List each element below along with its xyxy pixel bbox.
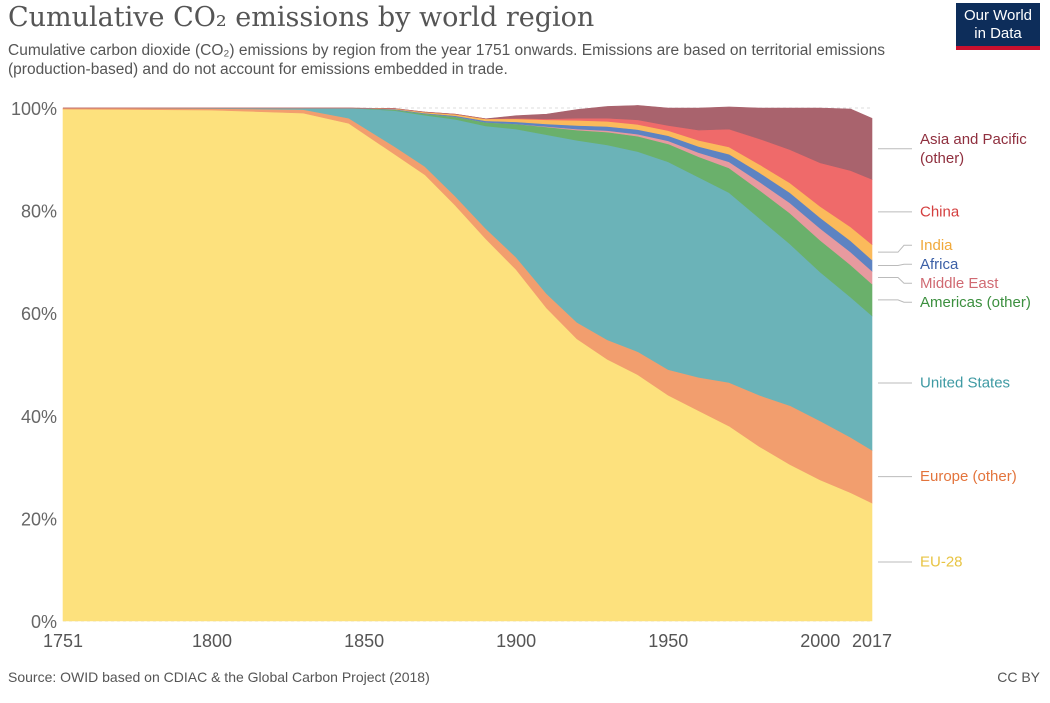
legend-label: United States <box>920 374 1010 391</box>
legend-item-europe-other[interactable]: Europe (other) <box>878 468 1017 485</box>
x-tick-label-1800: 1800 <box>192 631 232 651</box>
x-tick-label-1850: 1850 <box>344 631 384 651</box>
x-tick-label-1950: 1950 <box>648 631 688 651</box>
chart-title: Cumulative CO₂ emissions by world region <box>8 2 595 33</box>
legend-item-eu-28[interactable]: EU-28 <box>878 554 963 571</box>
legend-item-united-states[interactable]: United States <box>878 374 1010 391</box>
logo-line-1: Our World <box>963 7 1033 24</box>
legend: Asia and Pacific (other) China India Africa M… <box>878 131 1031 571</box>
license-link[interactable]: CC BY <box>997 669 1040 685</box>
legend-item-middle-east[interactable]: Middle East <box>878 275 999 292</box>
legend-label: Africa <box>920 256 959 273</box>
legend-item-india[interactable]: India <box>878 237 953 254</box>
series-areas <box>62 105 873 622</box>
legend-item-asia-and-pacific-other[interactable]: Asia and Pacific (other) <box>878 131 1027 167</box>
legend-label: (other) <box>920 150 964 167</box>
legend-leader-line <box>878 299 912 303</box>
stacked-area-chart: 0% 20% 40% 60% 80% 100% 1751 1800 1850 1900 1950 2… <box>11 99 1031 651</box>
area-asia-and-pacific-other[interactable] <box>63 105 873 180</box>
legend-label: Asia and Pacific <box>920 131 1027 148</box>
legend-label: Americas (other) <box>920 294 1031 311</box>
y-tick-label-100: 100% <box>11 99 57 119</box>
y-tick-label-60: 60% <box>21 304 57 324</box>
x-axis-tick-labels: 1751 1800 1850 1900 1950 2000 2017 <box>43 631 892 651</box>
y-axis-tick-labels: 0% 20% 40% 60% 80% 100% <box>11 99 57 632</box>
legend-label: India <box>920 237 953 254</box>
x-tick-label-2000: 2000 <box>800 631 840 651</box>
chart-subtitle: Cumulative carbon dioxide (CO₂) emission… <box>8 42 885 78</box>
x-tick-label-1900: 1900 <box>496 631 536 651</box>
logo-line-2: in Data <box>974 25 1022 42</box>
y-tick-label-40: 40% <box>21 407 57 427</box>
legend-label: Europe (other) <box>920 468 1017 485</box>
legend-label: EU-28 <box>920 554 963 571</box>
x-tick-label-2017: 2017 <box>852 631 892 651</box>
y-tick-label-80: 80% <box>21 202 57 222</box>
legend-leader-line <box>878 277 912 284</box>
owid-logo[interactable]: Our World in Data <box>956 3 1040 50</box>
legend-label: China <box>920 203 960 220</box>
legend-item-africa[interactable]: Africa <box>878 256 959 273</box>
legend-leader-line <box>878 263 912 266</box>
legend-item-china[interactable]: China <box>878 203 960 220</box>
legend-item-americas-other[interactable]: Americas (other) <box>878 294 1031 311</box>
legend-label: Middle East <box>920 275 999 292</box>
y-tick-label-20: 20% <box>21 509 57 529</box>
y-tick-label-0: 0% <box>31 612 57 632</box>
x-tick-label-1751: 1751 <box>43 631 83 651</box>
legend-leader-line <box>878 244 912 253</box>
source-note[interactable]: Source: OWID based on CDIAC & the Global… <box>8 669 430 685</box>
